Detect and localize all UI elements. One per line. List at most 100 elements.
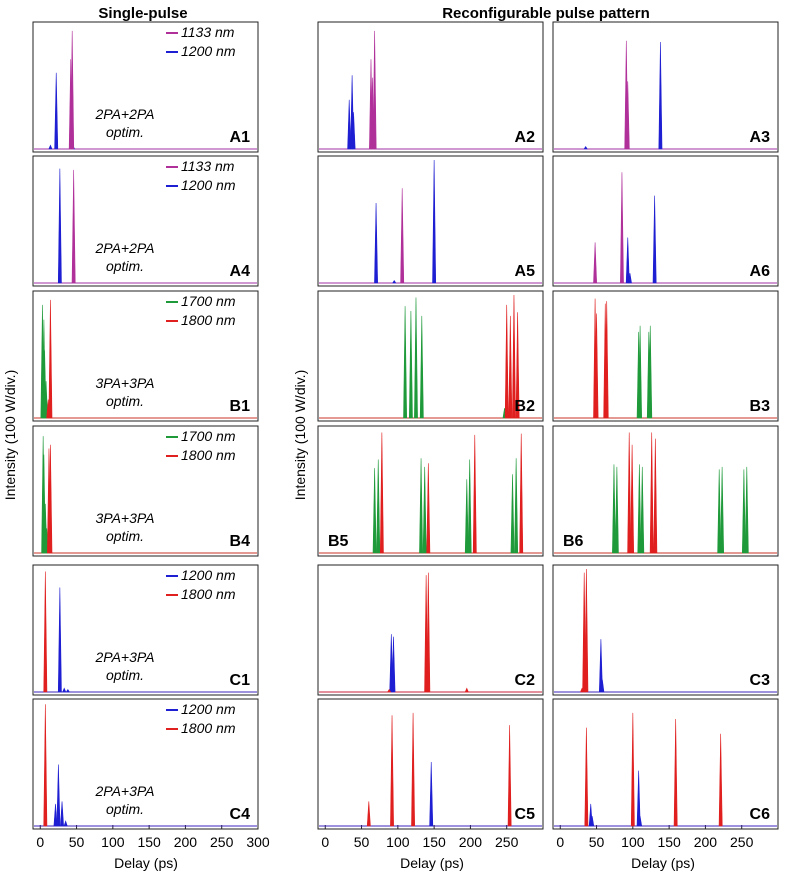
peak-1200-nm [57,168,62,284]
legend-entry: 1700 nm [181,428,236,444]
peak-1700-nm [637,464,642,554]
peak-1800-nm [504,304,509,419]
peak-1200-nm [48,144,53,150]
legend-entry: 1133 nm [181,24,235,40]
panel-B5: B5 [317,425,544,557]
x-tick-label: 200 [174,834,198,850]
peak-1200-nm [429,762,434,827]
peak-1800-nm [507,725,512,827]
panel-B4: 1700 nm 1800 nm 3PA+3PA optim. B4 [32,425,259,557]
legend-entry: 1200 nm [181,701,236,717]
peak-1200-nm [392,279,397,284]
peak-1700-nm [419,315,424,419]
col-title-reconfig: Reconfigurable pulse pattern [442,5,650,22]
peak-1800-nm [649,432,654,554]
annotation-text: optim. [106,258,144,274]
panel-label: A6 [750,263,771,280]
peak-1700-nm [44,381,48,419]
x-axis-label-single: Delay (ps) [114,855,178,871]
peak-1700-nm [612,464,616,554]
annotation-text: optim. [106,124,144,140]
peak-1700-nm [467,459,472,554]
x-tick-label: 50 [589,834,605,850]
peak-1800-nm [46,399,51,419]
panel-frame [32,698,259,830]
panel-frame [32,290,259,422]
peak-1700-nm [514,458,519,554]
annotation-text: optim. [106,528,144,544]
peak-1800-nm [43,571,48,693]
panel-C3: C3 [552,564,779,696]
legend-entry: 1133 nm [181,158,235,174]
panel-C4: 1200 nm 1800 nm 2PA+3PA optim. C4 [32,698,259,830]
x-tick-label: 250 [210,834,234,850]
panel-label: C6 [750,806,771,823]
panels-group: 1133 nm 1200 nm 2PA+2PA optim. A1 A2 A3 1133 nm… [32,21,779,850]
peak-1800-nm [43,704,48,827]
peak-1133-nm [71,169,76,284]
panel-frame [32,425,259,557]
peak-1700-nm [414,297,418,419]
panel-A5: A5 [317,155,544,287]
panel-label: B1 [230,398,251,415]
peak-1200-nm [62,687,67,693]
panel-label: C2 [515,672,536,689]
annotation-text: 2PA+2PA [94,106,154,122]
col-title-single: Single-pulse [98,5,187,22]
panel-label: B6 [563,533,584,550]
legend-entry: 1700 nm [181,293,236,309]
peak-1200-nm [583,145,588,150]
peak-1200-nm [391,636,396,693]
peak-1700-nm [376,459,381,554]
peak-1700-nm [510,474,515,554]
peak-1800-nm [584,568,589,693]
peak-1700-nm [614,466,619,554]
panel-frame [317,564,544,696]
peak-1800-nm [512,294,516,419]
peak-1133-nm [593,242,598,284]
y-axis-label-right: Intensity (100 W/div.) [292,370,308,500]
peak-1800-nm [604,301,609,419]
legend-entry: 1800 nm [181,720,236,736]
peak-1800-nm [411,712,415,827]
annotation-text: optim. [106,393,144,409]
x-tick-label: 200 [694,834,718,850]
peak-1200-nm [56,764,61,827]
x-tick-label: 150 [422,834,446,850]
peak-1700-nm [640,466,645,554]
panel-label: A2 [515,129,536,146]
peak-1800-nm [594,313,599,419]
peak-1700-nm [648,325,653,419]
panel-A4: 1133 nm 1200 nm 2PA+2PA optim. A4 [32,155,259,287]
peak-1800-nm [718,733,723,827]
panel-frame [317,698,544,830]
peak-1700-nm [372,468,377,554]
peak-1200-nm [347,99,352,150]
panel-label: B4 [230,533,251,550]
annotation-text: 2PA+3PA [94,783,154,799]
peak-1200-nm [54,72,59,150]
x-tick-label: 100 [101,834,125,850]
panel-C5: C5 [317,698,544,830]
annotation-text: 3PA+3PA [95,375,154,391]
panel-label: B2 [515,398,536,415]
legend-entry: 1800 nm [181,312,236,328]
panel-frame [32,155,259,287]
peak-1133-nm [625,81,630,150]
peak-1800-nm [673,718,678,827]
x-tick-label: 100 [386,834,410,850]
x-axis-label-col2: Delay (ps) [400,855,464,871]
x-tick-label: 0 [321,834,329,850]
x-tick-label: 200 [459,834,483,850]
peak-1200-nm [57,587,62,693]
peak-1700-nm [744,466,749,554]
panel-C6: C6 [552,698,779,830]
x-tick-label: 100 [621,834,645,850]
panel-frame [32,21,259,153]
panel-A3: A3 [552,21,779,153]
peak-1800-nm [508,315,513,419]
peak-1800-nm [627,432,632,554]
panel-B6: B6 [552,425,779,557]
x-tick-label: 50 [69,834,85,850]
